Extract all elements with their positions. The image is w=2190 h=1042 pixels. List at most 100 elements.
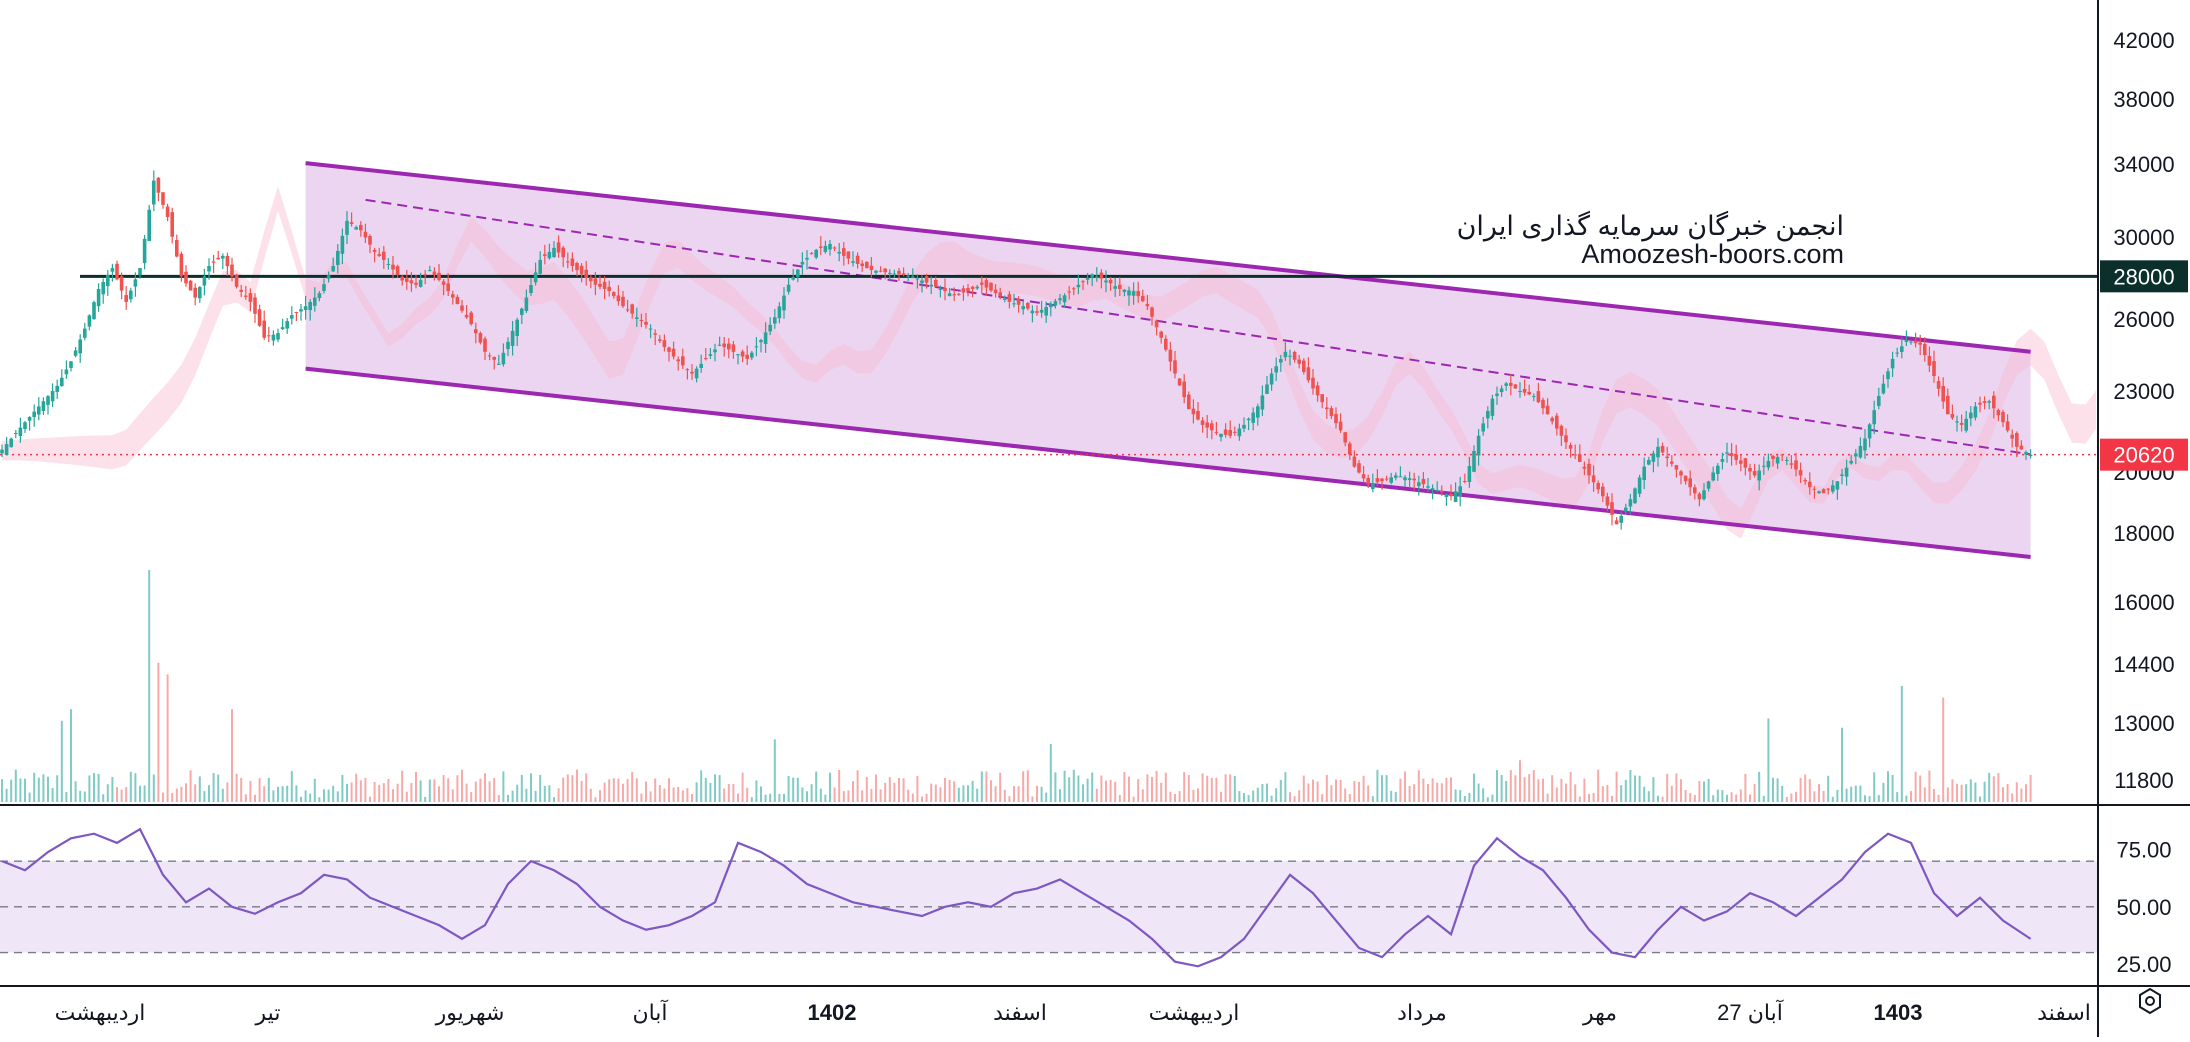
candle[interactable] — [699, 354, 703, 373]
candle[interactable] — [566, 252, 570, 269]
candle[interactable] — [952, 287, 956, 302]
candle[interactable] — [713, 343, 717, 362]
candle[interactable] — [984, 277, 989, 296]
candle[interactable] — [1509, 374, 1513, 396]
candle[interactable] — [432, 267, 437, 281]
candle[interactable] — [929, 276, 933, 295]
candle[interactable] — [1706, 480, 1711, 492]
candle[interactable] — [1789, 455, 1794, 469]
candle[interactable] — [533, 262, 538, 286]
candle[interactable] — [262, 310, 266, 340]
candle[interactable] — [1844, 459, 1849, 486]
candle[interactable] — [1426, 477, 1430, 492]
settings-icon[interactable] — [2139, 987, 2161, 1015]
candle[interactable] — [1177, 378, 1182, 387]
candle[interactable] — [639, 313, 644, 328]
candle[interactable] — [1642, 457, 1646, 490]
candle[interactable] — [1449, 484, 1453, 501]
candle[interactable] — [1095, 267, 1099, 282]
candle[interactable] — [920, 275, 924, 293]
candle[interactable] — [32, 404, 36, 427]
candle[interactable] — [175, 234, 179, 258]
candle[interactable] — [1283, 342, 1288, 361]
candle[interactable] — [124, 286, 128, 310]
candle[interactable] — [745, 345, 749, 366]
candle[interactable] — [202, 268, 207, 296]
candle[interactable] — [414, 274, 418, 289]
candle[interactable] — [1785, 456, 1789, 466]
candle[interactable] — [547, 243, 552, 260]
candle[interactable] — [1104, 270, 1108, 293]
candle[interactable] — [1118, 277, 1122, 296]
candle[interactable] — [782, 287, 786, 319]
candle[interactable] — [667, 346, 671, 362]
candle[interactable] — [510, 320, 515, 356]
candle[interactable] — [1099, 269, 1104, 289]
candle[interactable] — [313, 287, 317, 312]
candle[interactable] — [92, 300, 96, 320]
candle[interactable] — [1329, 405, 1334, 420]
candle[interactable] — [1656, 438, 1660, 467]
candle[interactable] — [460, 299, 464, 313]
candle[interactable] — [1890, 351, 1895, 378]
candle[interactable] — [1637, 474, 1642, 498]
candle[interactable] — [1564, 428, 1568, 449]
candle[interactable] — [1187, 391, 1191, 410]
candle[interactable] — [915, 274, 920, 289]
candle[interactable] — [837, 242, 841, 262]
candle[interactable] — [303, 295, 308, 320]
candle[interactable] — [989, 282, 993, 293]
candle[interactable] — [791, 268, 795, 281]
candle[interactable] — [727, 338, 731, 359]
candle[interactable] — [1444, 493, 1449, 506]
candle[interactable] — [1619, 511, 1623, 530]
candle[interactable] — [561, 245, 565, 268]
candle[interactable] — [543, 244, 547, 265]
candle[interactable] — [133, 272, 138, 297]
candle[interactable] — [1219, 433, 1223, 442]
candle[interactable] — [446, 273, 450, 297]
candle[interactable] — [1251, 407, 1255, 431]
candle[interactable] — [1522, 379, 1527, 396]
candle[interactable] — [1679, 469, 1683, 485]
candle[interactable] — [524, 289, 529, 314]
candle[interactable] — [648, 324, 653, 339]
candle[interactable] — [437, 264, 441, 282]
candle[interactable] — [1053, 298, 1058, 309]
candle[interactable] — [1610, 493, 1614, 526]
candle[interactable] — [644, 313, 648, 329]
candle[interactable] — [768, 317, 772, 336]
candle[interactable] — [129, 287, 133, 303]
candle[interactable] — [1973, 401, 1978, 421]
candle[interactable] — [64, 360, 69, 379]
candle[interactable] — [1872, 400, 1876, 435]
candle[interactable] — [1932, 350, 1936, 383]
candle[interactable] — [1430, 484, 1435, 500]
candle[interactable] — [1964, 410, 1968, 433]
candle[interactable] — [184, 265, 188, 287]
candle[interactable] — [1338, 413, 1343, 433]
candle[interactable] — [1578, 444, 1582, 463]
candle[interactable] — [1886, 368, 1890, 388]
candle[interactable] — [1375, 469, 1380, 486]
candle[interactable] — [41, 397, 46, 415]
candle[interactable] — [1711, 466, 1715, 482]
candle[interactable] — [1311, 369, 1315, 395]
candle[interactable] — [506, 337, 510, 357]
candle[interactable] — [1463, 473, 1467, 484]
candle[interactable] — [690, 364, 694, 381]
candle[interactable] — [814, 248, 818, 260]
candle[interactable] — [1044, 301, 1048, 323]
candle[interactable] — [1729, 443, 1734, 466]
candle[interactable] — [152, 170, 156, 212]
candle[interactable] — [1421, 472, 1426, 489]
candle[interactable] — [1210, 420, 1214, 440]
candle[interactable] — [681, 348, 685, 370]
candle[interactable] — [1486, 406, 1490, 429]
candle[interactable] — [1978, 396, 1982, 413]
candle[interactable] — [1269, 368, 1274, 391]
candle[interactable] — [225, 252, 230, 276]
candle[interactable] — [892, 269, 897, 278]
candle[interactable] — [428, 265, 432, 272]
channel-lower-line[interactable] — [305, 366, 2031, 559]
